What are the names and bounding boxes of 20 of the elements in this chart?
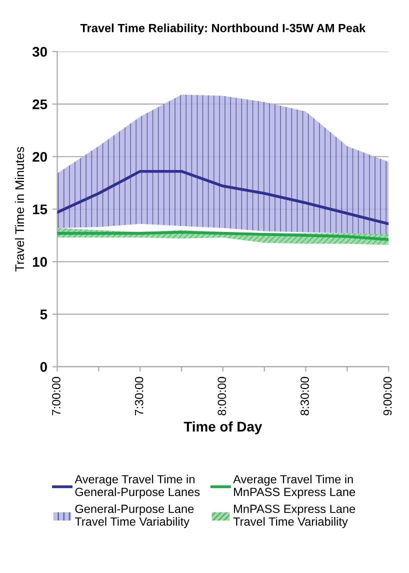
x-tick-label: 7:30:00 [134, 376, 144, 416]
y-axis-title: Travel Time in Minutes [14, 146, 24, 272]
x-tick-label: 8:30:00 [300, 376, 309, 416]
x-tick-label: 7:00:00 [52, 376, 60, 416]
x-axis-title: Time of Day [184, 421, 262, 434]
x-tick-label: 9:00:00 [383, 376, 392, 416]
y-tick-label: 30 [32, 46, 47, 57]
text: General-Purpose Lane Travel Time Variability [74, 504, 194, 528]
y-tick-label: 5 [40, 310, 48, 320]
legend-label: Average Travel Time in MnPASS Express Lane [233, 474, 356, 498]
x-tick-label: 8:00:00 [218, 376, 226, 416]
line-series [57, 230, 389, 241]
y-tick-label: 10 [32, 257, 47, 267]
y-tick-label: 15 [32, 204, 48, 214]
y-tick-label: 25 [32, 99, 48, 110]
y-tick-label: 0 [40, 362, 47, 372]
legend-label: Average Travel Time in General-Purpose Lanes [74, 474, 200, 498]
chart-title: Travel Time Reliability: Northbound I-35W AM Peak [80, 24, 366, 35]
y-tick-label: 20 [32, 152, 47, 162]
text: MnPASS Express Lane Travel Time Variability [233, 504, 356, 528]
